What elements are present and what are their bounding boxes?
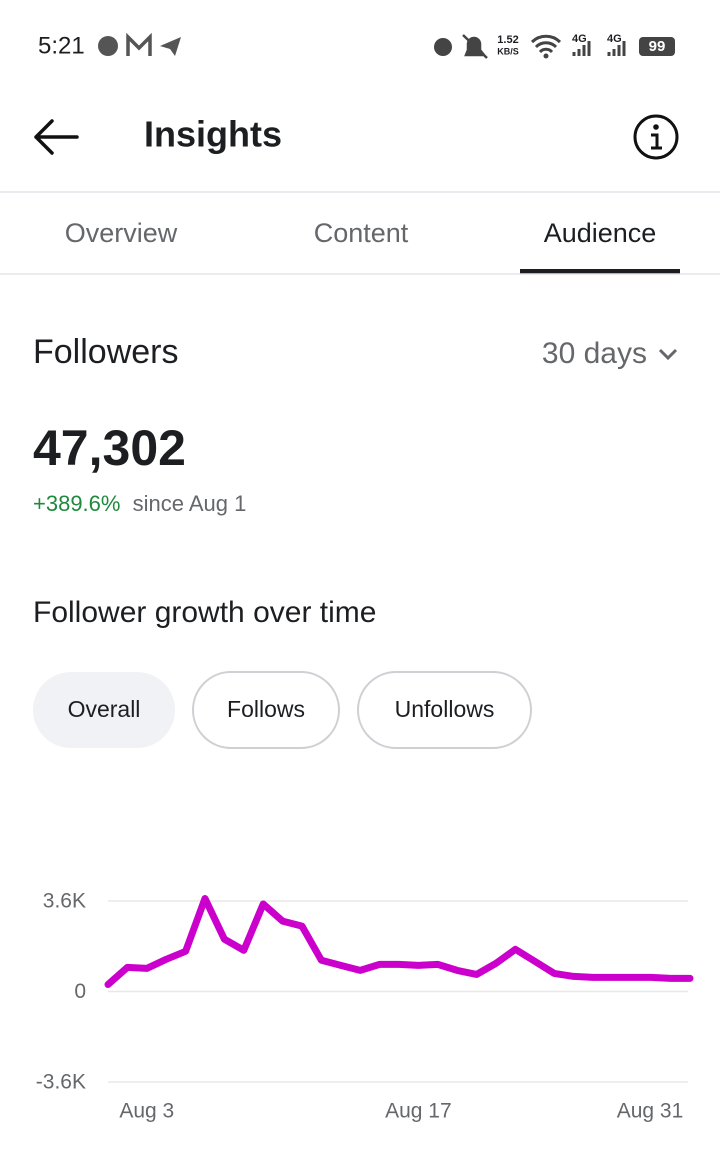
x-tick-label: Aug 3 <box>119 1100 174 1123</box>
filter-chip[interactable]: Follows <box>192 671 340 749</box>
y-tick-label: 3.6K <box>43 890 86 913</box>
tab[interactable]: Overview <box>65 218 178 248</box>
tab-indicator <box>520 269 680 274</box>
back-button[interactable] <box>34 119 79 155</box>
follower-change: +389.6% since Aug 1 <box>33 491 246 516</box>
signal-2-bars <box>607 41 626 56</box>
net-speed: 1.52 <box>497 34 518 46</box>
tab[interactable]: Audience <box>544 218 657 248</box>
chip-label: Overall <box>68 696 141 722</box>
signal-2-label: 4G <box>607 33 622 45</box>
chip-label: Follows <box>227 696 305 722</box>
wifi-icon <box>530 34 562 54</box>
status-time: 5:21 <box>38 32 85 59</box>
period-label: 30 days <box>542 337 647 370</box>
alarm-icon <box>434 38 452 56</box>
filter-bar: Overall Follows Unfollows <box>33 671 532 749</box>
data-line <box>104 895 694 988</box>
signal-1-label: 4G <box>572 33 587 45</box>
y-tick-label: -3.6K <box>36 1071 86 1094</box>
chip-label: Unfollows <box>395 696 495 722</box>
change-value: +389.6% <box>33 491 120 516</box>
chip-background <box>192 671 340 749</box>
tab[interactable]: Content <box>314 218 409 248</box>
chip-background <box>33 672 175 748</box>
period-selector[interactable]: 30 days <box>542 337 678 370</box>
info-circle <box>633 114 679 160</box>
x-tick-label: Aug 17 <box>385 1100 452 1123</box>
follower-total: 47,302 <box>33 420 186 476</box>
wifi-dot <box>543 53 549 59</box>
battery-icon <box>639 37 675 56</box>
info-dot <box>653 124 659 130</box>
chart: -3.6K 0 3.6K Aug 3 Aug 17 Aug 31 <box>36 890 694 1123</box>
mute-icon <box>462 34 488 59</box>
section-title: Followers <box>33 333 178 371</box>
page-title: Insights <box>144 114 282 155</box>
x-tick-label: Aug 31 <box>617 1100 684 1123</box>
change-since: since Aug 1 <box>133 491 247 516</box>
telegram-icon <box>160 37 181 56</box>
info-stem <box>651 133 662 150</box>
battery-level: 99 <box>649 38 666 55</box>
tab-bar: Overview Content Audience <box>65 218 680 274</box>
gmail-icon <box>126 32 152 56</box>
chip-background <box>357 671 532 749</box>
y-tick-label: 0 <box>74 980 86 1003</box>
signal-1-bars <box>572 41 591 56</box>
growth-title: Follower growth over time <box>33 596 376 629</box>
info-button[interactable] <box>633 114 679 160</box>
period-chevron <box>658 348 678 361</box>
filter-chip[interactable]: Unfollows <box>357 671 532 749</box>
filter-chip[interactable]: Overall <box>33 672 175 748</box>
net-unit: KB/S <box>497 46 519 56</box>
messenger-icon <box>98 36 118 56</box>
